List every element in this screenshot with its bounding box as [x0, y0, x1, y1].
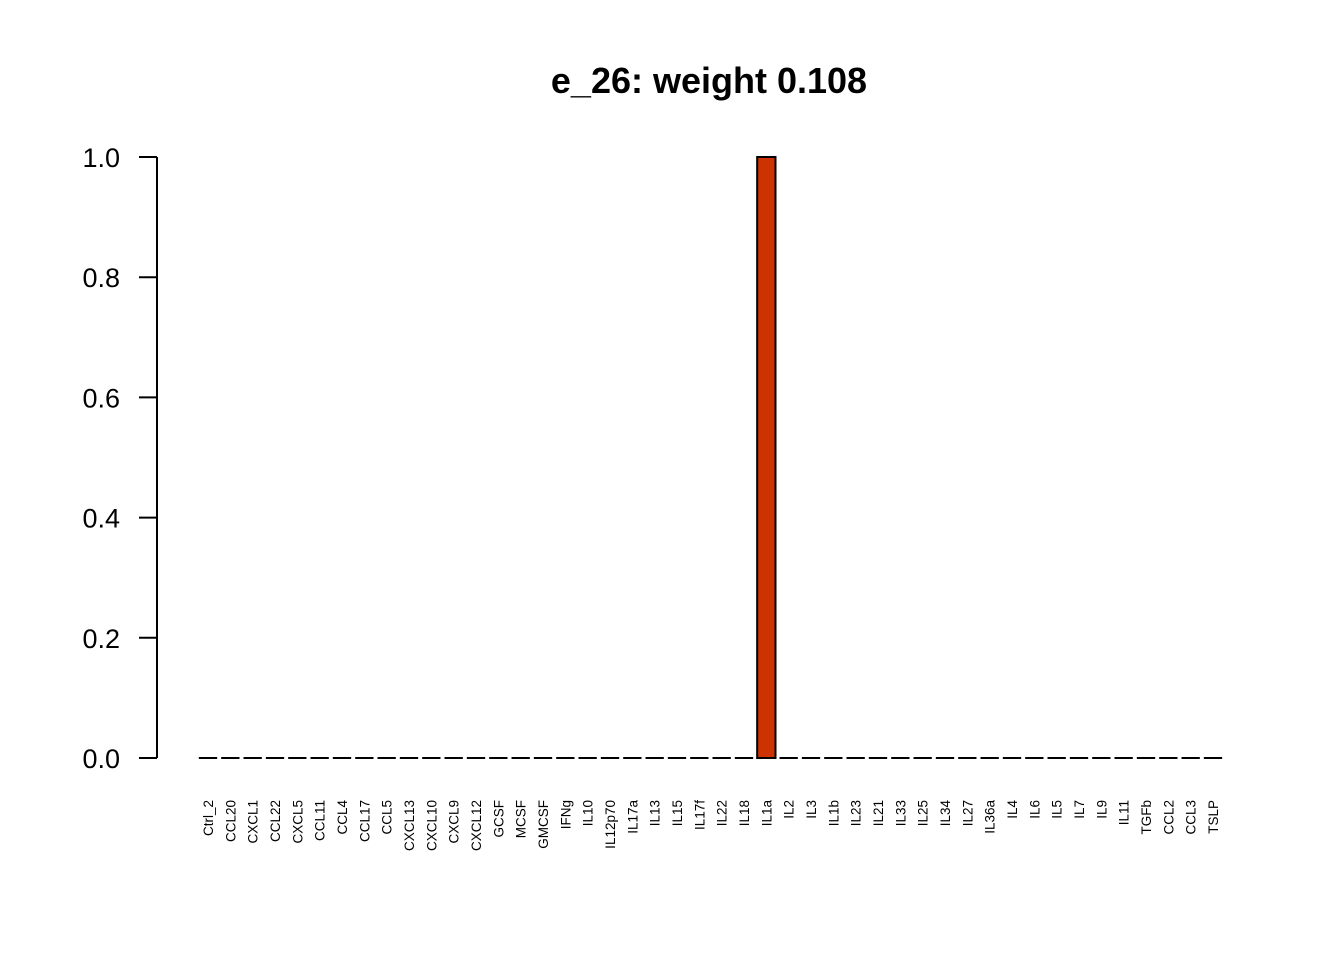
x-tick-label: CXCL9 [447, 800, 462, 844]
x-tick-label: IL34 [938, 800, 953, 827]
x-tick-label: IFNg [558, 800, 573, 829]
x-tick-label: TGFb [1139, 800, 1154, 835]
x-tick-label: CCL22 [268, 800, 283, 842]
x-tick-label: CCL20 [223, 800, 238, 842]
x-tick-label: IL1b [826, 800, 841, 826]
x-tick-label: CXCL12 [469, 800, 484, 851]
x-tick-label: IL36a [983, 800, 998, 834]
x-tick-label: IL10 [581, 800, 596, 826]
x-tick-label: CCL17 [357, 800, 372, 842]
x-tick-label: CXCL5 [290, 800, 305, 844]
x-tick-label: IL12p70 [603, 800, 618, 849]
y-tick-label: 0.6 [82, 383, 120, 413]
x-tick-label: GCSF [491, 800, 506, 838]
x-tick-label: MCSF [514, 800, 529, 838]
x-tick-label: IL25 [916, 800, 931, 826]
x-tick-label: IL2 [782, 800, 797, 819]
x-tick-label: CCL11 [313, 800, 328, 841]
x-tick-label: IL21 [871, 800, 886, 826]
bar [756, 156, 777, 759]
y-tick-label: 0.8 [82, 263, 120, 293]
y-axis: 0.0 0.2 0.4 0.6 0.8 1.0 [82, 143, 158, 774]
x-tick-label: IL17f [692, 800, 707, 830]
x-tick-label: IL15 [670, 800, 685, 826]
y-tick-label: 1.0 [82, 143, 120, 173]
x-tick-label: GMCSF [536, 800, 551, 849]
x-tick-label: TSLP [1206, 800, 1221, 834]
x-tick-label: CXCL10 [424, 800, 439, 851]
y-tick-label: 0.4 [82, 504, 120, 534]
x-axis-labels: Ctrl_2 CCL20 CXCL1 CCL22 CXCL5 CCL11 CCL4 CCL17… [201, 800, 1221, 852]
x-tick-label: IL17a [625, 800, 640, 834]
x-tick-label: IL5 [1050, 800, 1065, 819]
x-tick-label: IL1a [759, 800, 774, 827]
x-tick-label: CCL5 [380, 800, 395, 835]
x-tick-label: IL33 [893, 800, 908, 826]
x-tick-label: IL6 [1027, 800, 1042, 819]
x-tick-label: IL4 [1005, 800, 1020, 819]
x-tick-label: IL7 [1072, 800, 1087, 819]
x-tick-label: IL9 [1094, 800, 1109, 819]
bars-group [198, 156, 1223, 759]
x-tick-label: IL3 [804, 800, 819, 819]
x-tick-label: IL13 [648, 800, 663, 826]
x-tick-label: CCL3 [1184, 800, 1199, 835]
x-tick-label: Ctrl_2 [201, 800, 216, 836]
x-tick-label: IL11 [1117, 800, 1132, 825]
chart-title: e_26: weight 0.108 [551, 60, 867, 101]
y-tick-label: 0.0 [82, 744, 120, 774]
x-tick-label: IL23 [849, 800, 864, 826]
x-tick-label: CCL2 [1161, 800, 1176, 835]
x-tick-label: CCL4 [335, 800, 350, 835]
x-tick-label: CXCL1 [246, 800, 261, 844]
y-tick-label: 0.2 [82, 624, 120, 654]
x-tick-label: IL18 [737, 800, 752, 826]
x-tick-label: IL27 [960, 800, 975, 826]
x-tick-label: IL22 [715, 800, 730, 826]
x-tick-label: CXCL13 [402, 800, 417, 851]
